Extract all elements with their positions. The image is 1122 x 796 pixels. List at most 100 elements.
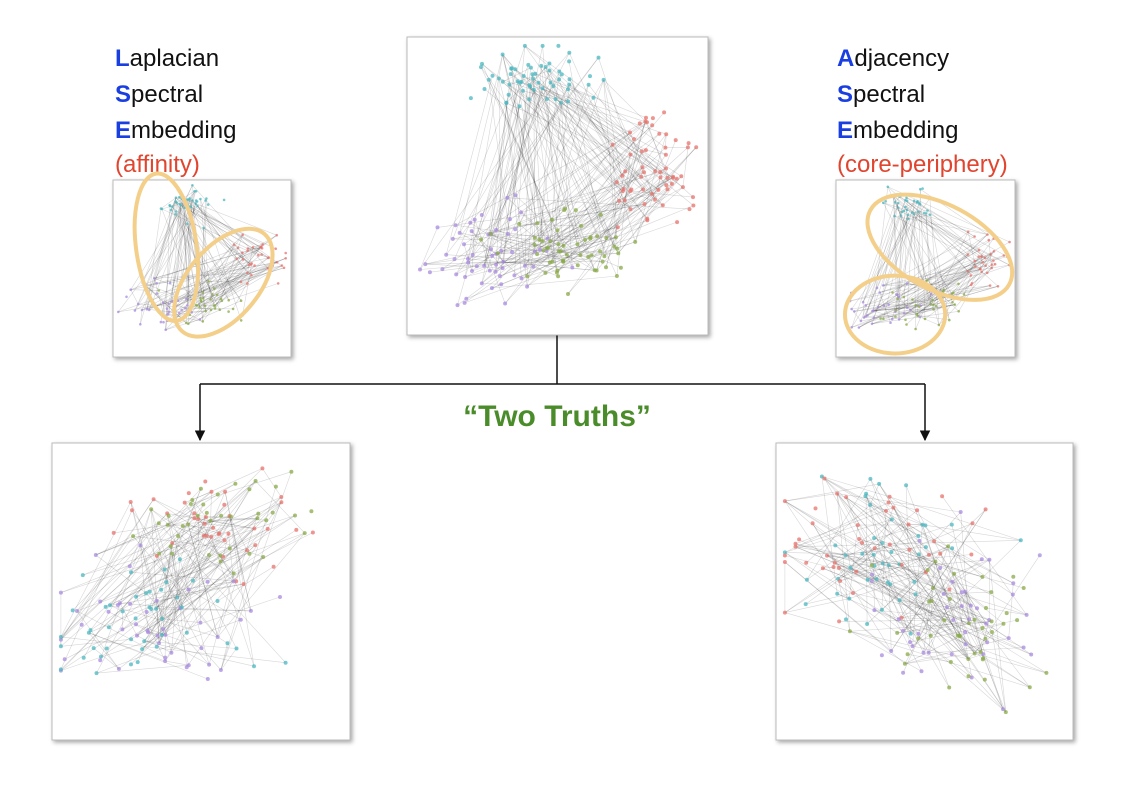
node [199,646,204,651]
edge [119,602,138,636]
node [266,267,270,270]
edge [88,632,208,680]
edge [155,489,250,609]
edge [167,491,212,526]
edge [863,218,909,318]
edge [558,79,602,215]
edge [483,84,570,266]
label-line: Embedding [837,117,958,144]
edge [929,214,950,321]
edge [175,201,242,301]
edge [784,483,880,502]
edge [895,265,986,313]
node [628,207,633,212]
edge [532,78,682,177]
node [302,531,307,536]
edge [457,166,643,306]
edge [205,250,248,312]
cluster-outline [172,226,275,339]
node [98,658,103,663]
node [239,319,243,322]
node [847,596,852,601]
node [440,267,445,272]
initial: E [837,117,853,144]
label-line: Spectral [837,81,925,108]
edge [532,78,618,249]
node [120,627,125,632]
edge [180,205,283,266]
node [860,540,864,545]
node [145,307,149,311]
node [567,59,572,64]
edge [871,507,894,566]
node [658,170,663,175]
node [212,287,216,290]
node [594,268,599,273]
node [521,74,526,78]
edge [198,518,201,623]
rest: mbedding [853,117,958,144]
node [931,298,934,302]
node [905,196,908,200]
node [810,521,815,526]
node [588,74,592,79]
node [1044,670,1049,675]
edge [153,498,207,536]
node [149,507,154,512]
edge [580,177,668,256]
edge [140,509,152,546]
edge [134,282,182,311]
node [204,533,209,538]
edge [596,121,646,271]
edge [953,573,987,624]
edge [503,203,645,263]
node [543,270,548,275]
node [673,138,678,143]
edge [856,559,990,572]
edge [141,544,256,650]
edge [872,249,980,312]
edge [822,567,1032,655]
node [138,543,143,548]
edge [859,538,983,578]
node [452,257,457,262]
node [188,502,193,506]
node [918,305,921,309]
node [435,225,440,230]
edge [165,310,206,331]
edge [874,548,1024,589]
edge [203,535,264,558]
edge [466,205,694,300]
edge [452,102,507,240]
node [159,632,164,637]
node [882,317,885,321]
edge [186,244,264,324]
node [566,87,570,92]
edge [196,257,269,306]
node [567,50,572,55]
node [203,479,208,484]
edge [117,480,256,606]
edge [156,555,218,638]
node [639,174,644,179]
node [513,67,518,72]
edge [495,106,520,231]
node [174,196,178,199]
edge [845,496,987,609]
edge [567,147,697,295]
edge [100,529,297,657]
edge [93,647,120,670]
edge [197,515,252,612]
node [978,650,983,654]
node [610,142,615,147]
edge [495,45,543,272]
edge [912,254,969,300]
edge [452,203,645,240]
edge [135,596,166,662]
edge [167,518,258,526]
node [163,632,168,637]
node [894,315,897,318]
node [872,316,876,319]
node [804,560,809,565]
edge [526,189,659,287]
